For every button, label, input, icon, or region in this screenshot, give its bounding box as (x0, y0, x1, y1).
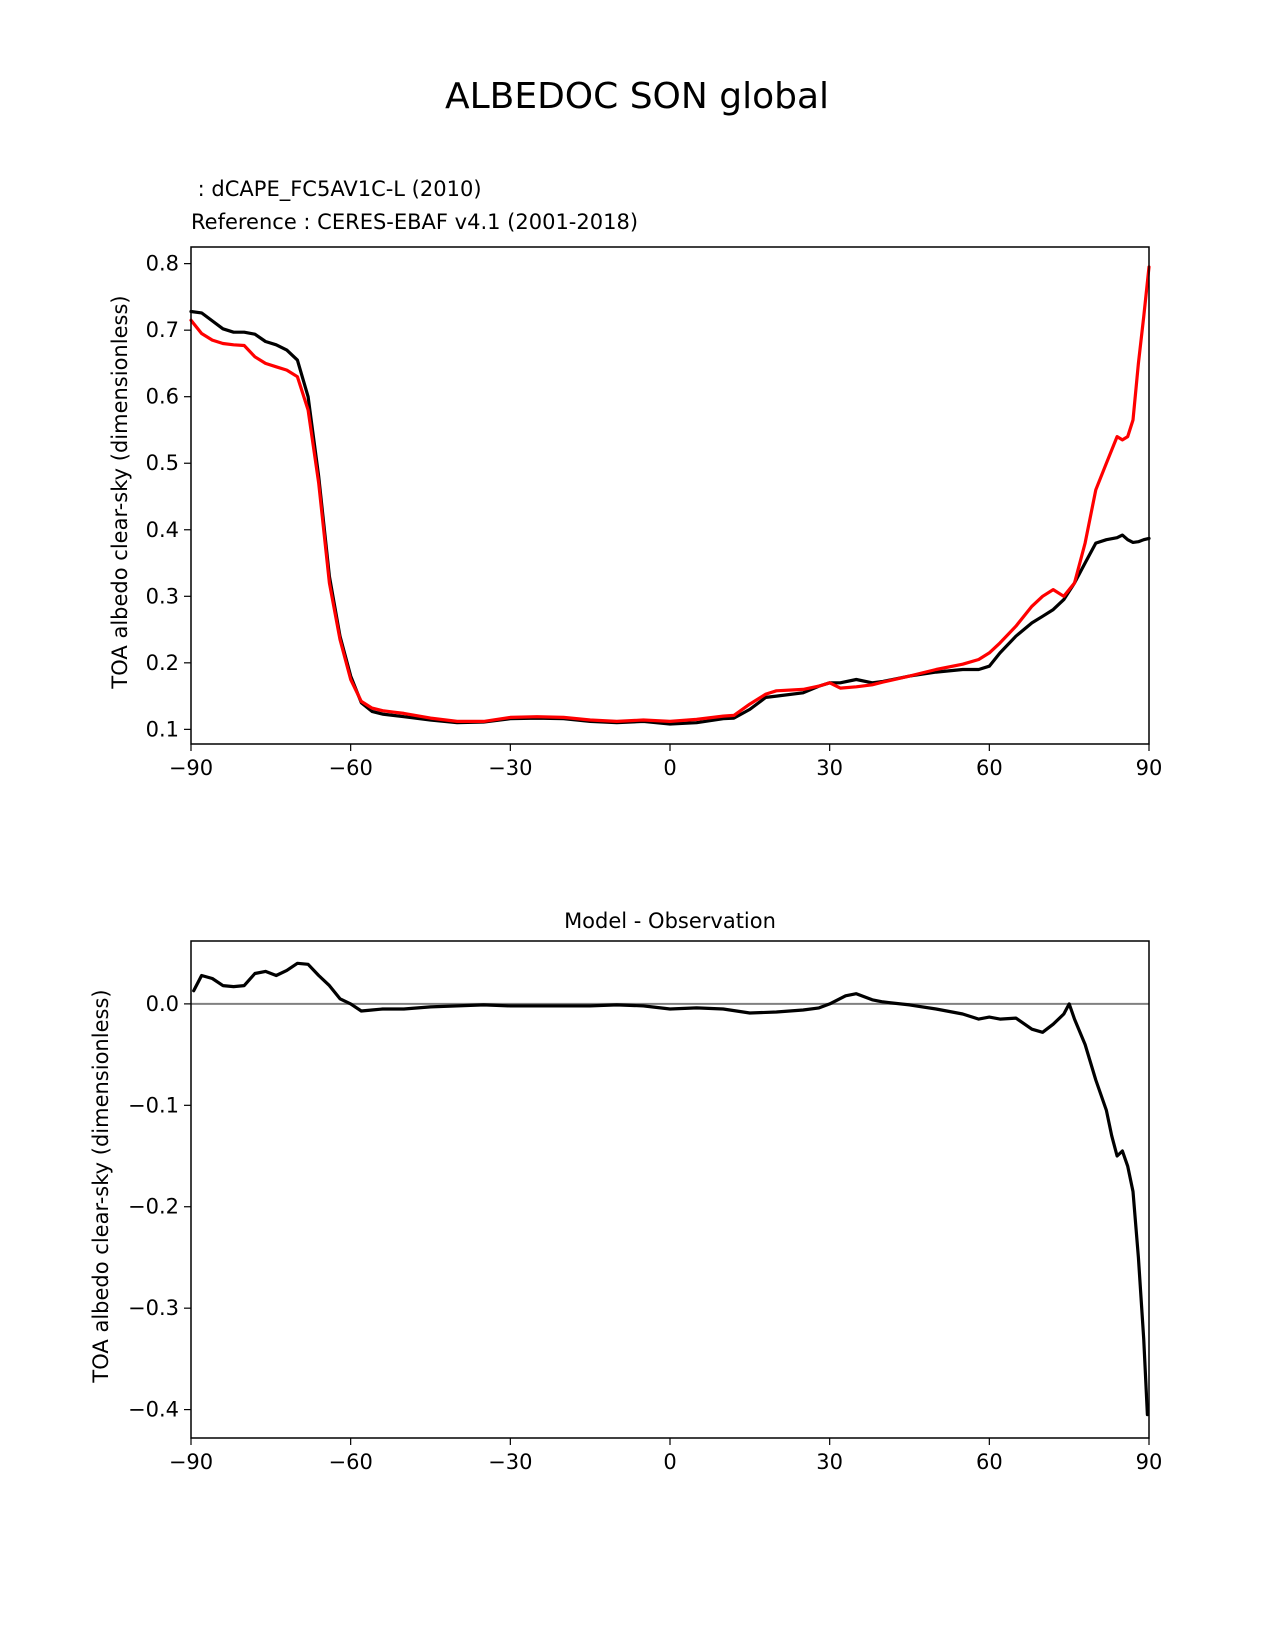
bottom-y-tick-label: −0.1 (128, 1093, 179, 1117)
top-series-line-reference (189, 265, 1151, 724)
bottom-panel: Model - Observation TOA albedo clear-sky… (89, 909, 1162, 1474)
bottom-x-tick-label: −60 (329, 1450, 373, 1474)
top-y-tick-label: 0.5 (146, 451, 179, 475)
top-x-tick-label: 30 (816, 756, 843, 780)
bottom-y-tick-label: −0.2 (128, 1195, 179, 1219)
bottom-y-tick-label: −0.3 (128, 1296, 179, 1320)
top-plot-area: −90 −60 −30 0 30 60 90 0.1 0.2 0.3 0.4 0.5 0.6 0.7 0.8 (146, 252, 1163, 780)
bottom-chart-title: Model - Observation (564, 909, 776, 933)
reference-legend-label: Reference : CERES-EBAF v4.1 (2001-2018) (191, 210, 638, 234)
bottom-y-axis-label: TOA albedo clear-sky (dimensionless) (89, 989, 113, 1383)
bottom-y-tick-label: 0.0 (146, 992, 179, 1016)
bottom-x-tick-label: 90 (1136, 1450, 1163, 1474)
bottom-plot-area: −90 −60 −30 0 30 60 90 0.0 −0.1 −0.2 −0.3 −0.4 (128, 961, 1163, 1474)
top-y-tick-label: 0.7 (146, 318, 179, 342)
top-x-tick-label: −30 (488, 756, 532, 780)
top-y-axis-label: TOA albedo clear-sky (dimensionless) (108, 295, 132, 689)
top-y-tick-label: 0.6 (146, 385, 179, 409)
bottom-x-tick-label: 60 (976, 1450, 1003, 1474)
figure-title: ALBEDOC SON global (445, 76, 829, 117)
top-y-tick-label: 0.3 (146, 584, 179, 608)
bottom-x-tick-label: −30 (488, 1450, 532, 1474)
top-y-tick-label: 0.4 (146, 518, 179, 542)
bottom-axes-frame (190, 940, 1150, 1439)
top-x-tick-label: 0 (663, 756, 676, 780)
top-panel: : dCAPE_FC5AV1C-L (2010) Reference : CER… (108, 177, 1162, 780)
top-x-tick-label: 90 (1136, 756, 1163, 780)
top-y-tick-label: 0.1 (146, 717, 179, 741)
bottom-x-tick-label: 30 (816, 1450, 843, 1474)
top-y-tick-label: 0.2 (146, 651, 179, 675)
bottom-x-tick-label: 0 (663, 1450, 676, 1474)
bottom-y-tick-label: −0.4 (128, 1398, 179, 1422)
test-legend-label: : dCAPE_FC5AV1C-L (2010) (191, 177, 482, 202)
top-x-tick-label: −60 (329, 756, 373, 780)
top-series-line-test (189, 309, 1151, 726)
bottom-x-tick-label: −90 (169, 1450, 213, 1474)
top-x-tick-label: −90 (169, 756, 213, 780)
bottom-series-line-test (192, 961, 1150, 1417)
top-x-tick-label: 60 (976, 756, 1003, 780)
top-y-tick-label: 0.8 (146, 252, 179, 276)
top-axes-frame (190, 246, 1150, 745)
